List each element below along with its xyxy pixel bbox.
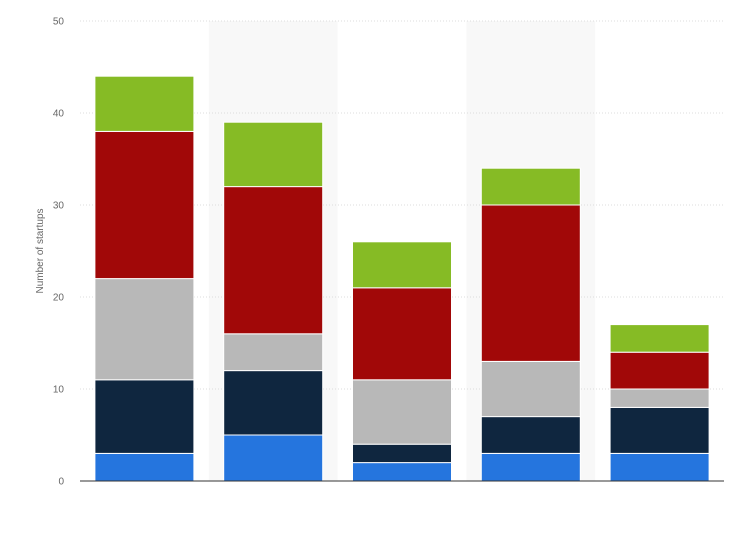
bar-segment[interactable] [352,287,452,381]
bar-segment[interactable] [94,379,195,454]
bar-segment[interactable] [352,379,452,445]
y-tick-label: 30 [53,201,65,212]
y-tick-label: 50 [53,17,65,28]
bar-segment[interactable] [223,370,324,436]
bar-segment[interactable] [352,241,452,289]
bar-segment[interactable] [480,167,581,206]
bar-segment[interactable] [609,388,710,408]
y-axis-ticks: 0 10 20 30 40 50 [53,17,65,488]
bar-segment[interactable] [94,75,195,132]
bar-segment[interactable] [223,333,324,372]
bars [94,75,710,482]
bar-segment[interactable] [480,360,581,418]
bar-segment[interactable] [94,278,195,381]
y-tick-label: 10 [53,385,65,396]
bar-segment[interactable] [480,416,581,454]
bar-segment[interactable] [609,406,710,454]
bar-segment[interactable] [480,204,581,362]
bar-segment[interactable] [480,452,581,482]
bar-segment[interactable] [94,130,195,280]
y-tick-label: 20 [53,293,65,304]
bar-segment[interactable] [352,443,452,464]
bar-segment[interactable] [609,351,710,390]
bar-segment[interactable] [609,324,710,353]
bar-segment[interactable] [223,121,324,188]
bar-segment[interactable] [223,434,324,482]
bar-segment[interactable] [223,186,324,335]
bar-segment[interactable] [352,462,452,482]
bar-segment[interactable] [94,452,195,482]
y-axis-title: Number of startups [35,208,46,293]
bar-segment[interactable] [609,452,710,482]
y-tick-label: 40 [53,109,65,120]
y-tick-label: 0 [58,477,64,488]
